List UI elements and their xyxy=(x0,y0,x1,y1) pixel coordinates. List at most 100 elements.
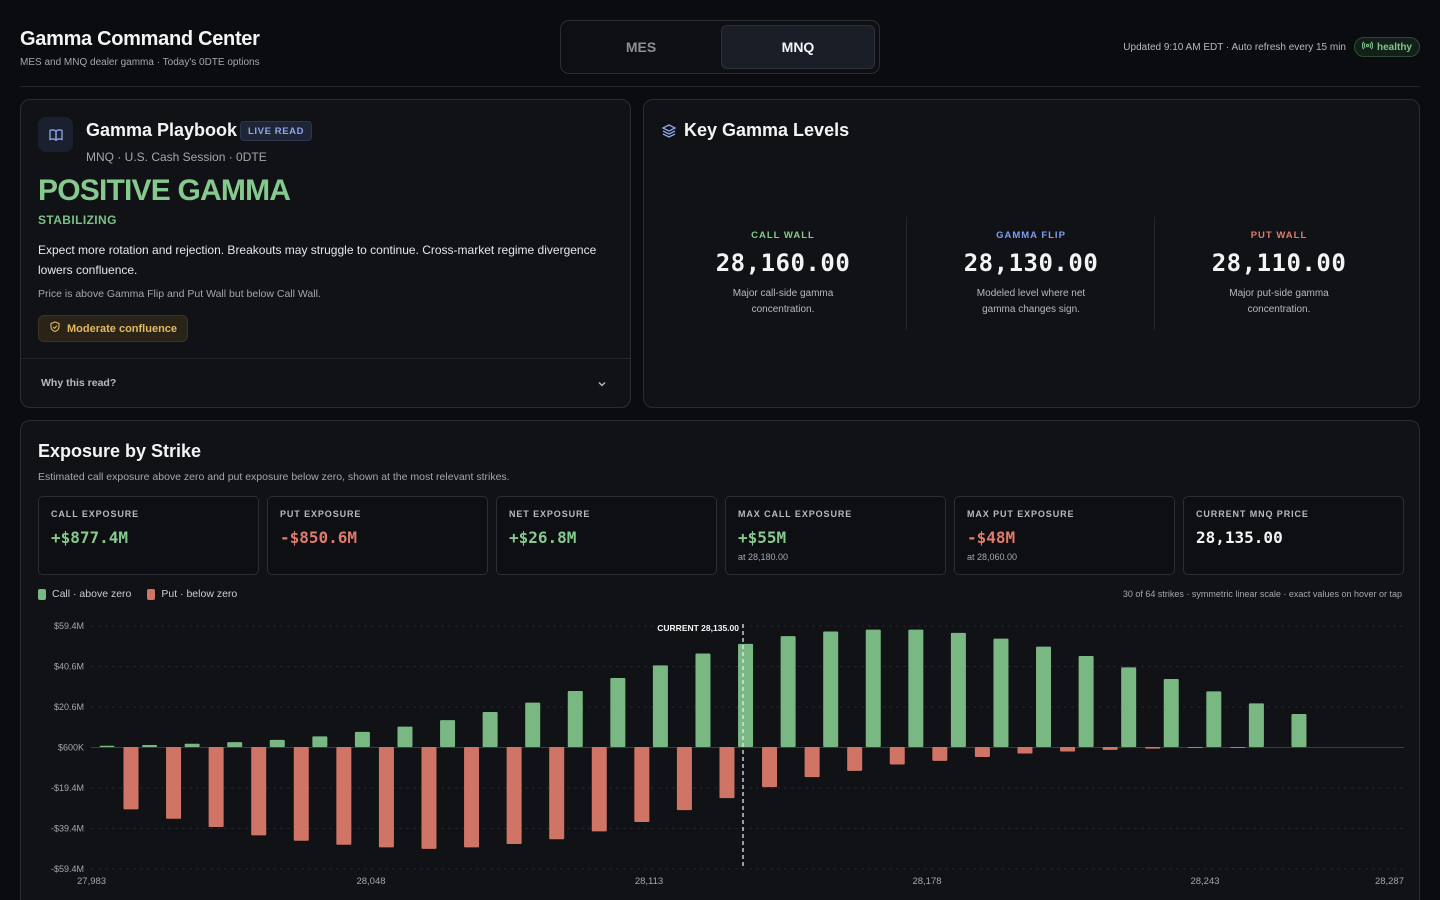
level-label: PUT WALL xyxy=(1250,230,1308,241)
stat-sub: at 28,060.00 xyxy=(967,552,1018,562)
tab-mes[interactable]: MES xyxy=(625,39,657,55)
call-bar xyxy=(610,677,626,747)
put-bar xyxy=(847,747,863,771)
call-bar xyxy=(269,739,285,747)
call-bar xyxy=(908,629,924,747)
x-tick-label: 28,113 xyxy=(635,876,663,887)
level-divider xyxy=(906,217,907,330)
playbook-meta: MNQ · U.S. Cash Session · 0DTE xyxy=(86,150,267,164)
playbook-description: Expect more rotation and rejection. Brea… xyxy=(38,243,597,277)
put-bar xyxy=(336,747,352,845)
level-divider xyxy=(1154,217,1155,330)
level-description: Modeled level where net gamma changes si… xyxy=(976,288,1086,315)
stat-label: CURRENT MNQ PRICE xyxy=(1196,509,1309,519)
put-bar xyxy=(421,747,437,849)
stat-net-exposure: NET EXPOSURE +$26.8M xyxy=(496,496,717,575)
put-bar xyxy=(1230,747,1246,748)
call-bar xyxy=(695,653,711,747)
put-bar xyxy=(932,747,948,761)
legend-swatch-call xyxy=(38,588,46,600)
call-bar xyxy=(99,745,115,747)
legend-swatch-put xyxy=(147,588,156,600)
put-bar xyxy=(1187,747,1203,749)
call-bar xyxy=(652,665,668,747)
legend-call[interactable]: Call · above zero xyxy=(38,588,131,600)
call-bar xyxy=(312,736,328,747)
level-label: CALL WALL xyxy=(751,230,815,241)
stat-value: 28,135.00 xyxy=(1196,528,1283,547)
tab-mnq[interactable]: MNQ xyxy=(721,25,875,69)
stat-sub: at 28,180.00 xyxy=(738,552,789,562)
health-label: healthy xyxy=(1376,41,1412,53)
put-bar xyxy=(591,747,607,832)
y-tick-label: $600K xyxy=(58,743,84,753)
stat-label: PUT EXPOSURE xyxy=(280,509,362,519)
stat-value: +$55M xyxy=(738,528,787,547)
stat-put-exposure: PUT EXPOSURE -$850.6M xyxy=(267,496,488,575)
exposure-bar-chart: $59.4M $40.6M $20.6M $600K -$19.4M -$39.4M -$5… xyxy=(51,621,1404,887)
legend-put[interactable]: Put · below zero xyxy=(147,588,237,600)
put-bar xyxy=(251,747,267,836)
level-value: 28,130.00 xyxy=(963,249,1099,277)
put-bar xyxy=(804,747,820,778)
call-bar xyxy=(525,702,541,747)
level-description: Major call-side gamma concentration. xyxy=(732,288,834,315)
call-bar xyxy=(823,631,839,747)
y-tick-label: $20.6M xyxy=(54,702,84,712)
stat-call-exposure: CALL EXPOSURE +$877.4M xyxy=(38,496,259,575)
exposure-title: Exposure by Strike xyxy=(38,441,202,461)
call-wall-level: CALL WALL 28,160.00 Major call-side gamm… xyxy=(659,230,907,318)
stat-label: NET EXPOSURE xyxy=(509,509,591,519)
call-bar xyxy=(1206,691,1222,747)
call-bar xyxy=(1121,667,1137,747)
health-badge: healthy xyxy=(1353,37,1420,57)
put-bar xyxy=(634,747,650,822)
stat-label: MAX PUT EXPOSURE xyxy=(967,509,1075,519)
x-tick-label: 27,983 xyxy=(77,876,106,887)
stat-label: MAX CALL EXPOSURE xyxy=(738,509,853,519)
stat-value: -$850.6M xyxy=(280,528,358,547)
put-bar xyxy=(1145,747,1161,749)
stat-max-put-exposure: MAX PUT EXPOSURE -$48M at 28,060.00 xyxy=(954,496,1175,575)
levels-title: Key Gamma Levels xyxy=(684,120,850,140)
call-bar xyxy=(227,742,243,747)
put-bar xyxy=(549,747,565,840)
put-bar xyxy=(166,747,182,819)
stat-value: +$26.8M xyxy=(509,528,577,547)
shield-check-icon xyxy=(49,321,61,336)
regime-state: STABILIZING xyxy=(38,213,117,227)
put-bar xyxy=(506,747,522,844)
x-tick-label: 28,178 xyxy=(912,876,941,887)
put-bar xyxy=(464,747,480,848)
confluence-label: Moderate confluence xyxy=(67,322,178,335)
put-bar xyxy=(1017,747,1033,754)
call-bar xyxy=(354,731,370,747)
put-bar xyxy=(974,747,990,757)
call-bar xyxy=(397,726,413,747)
put-bar xyxy=(889,747,905,765)
why-this-read-toggle[interactable]: Why this read? xyxy=(41,377,117,389)
put-bar xyxy=(378,747,394,848)
legend-put-label: Put · below zero xyxy=(161,588,238,600)
put-bar xyxy=(123,747,139,810)
put-bar xyxy=(1102,747,1118,750)
chevron-down-icon[interactable] xyxy=(596,377,608,395)
book-icon xyxy=(38,117,73,152)
call-bar xyxy=(865,629,881,747)
call-bar xyxy=(1036,646,1052,747)
x-tick-label: 28,048 xyxy=(356,876,385,887)
stat-max-call-exposure: MAX CALL EXPOSURE +$55M at 28,180.00 xyxy=(725,496,946,575)
exposure-by-strike-card: Exposure by Strike Estimated call exposu… xyxy=(20,420,1420,900)
gamma-playbook-card: Gamma Playbook LIVE READ MNQ · U.S. Cash… xyxy=(20,99,631,408)
call-bar xyxy=(1248,703,1264,747)
call-bar xyxy=(1078,655,1094,747)
y-tick-label: -$59.4M xyxy=(51,864,84,874)
y-tick-label: -$19.4M xyxy=(51,783,84,793)
put-bar xyxy=(1060,747,1076,752)
call-bar xyxy=(1163,678,1179,747)
call-bar xyxy=(440,720,456,747)
symbol-switcher: MES MNQ xyxy=(560,20,880,74)
put-wall-level: PUT WALL 28,110.00 Major put-side gamma … xyxy=(1155,230,1403,318)
level-value: 28,110.00 xyxy=(1211,249,1347,277)
key-gamma-levels-card: Key Gamma Levels CALL WALL 28,160.00 Maj… xyxy=(643,99,1420,408)
